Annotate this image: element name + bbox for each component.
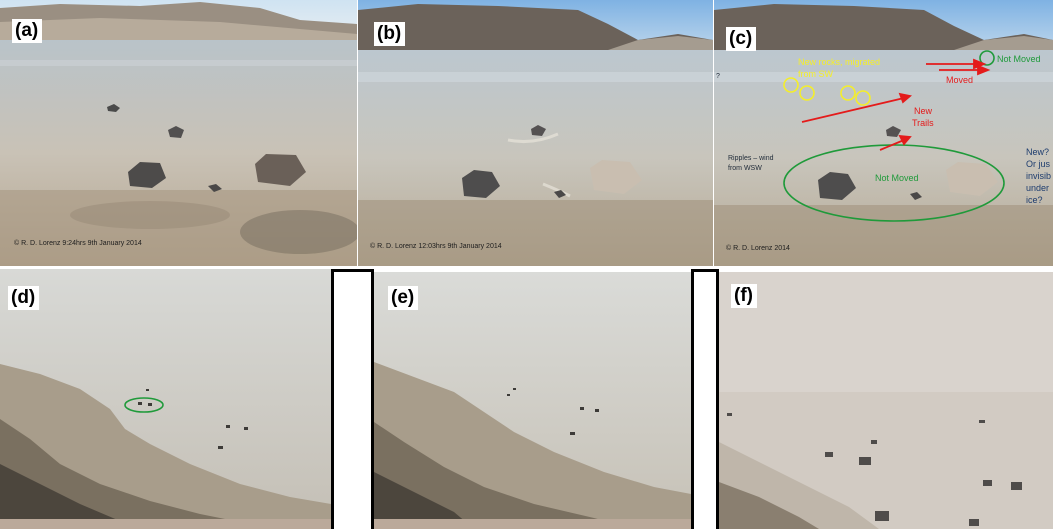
rock [570,432,575,435]
panel-label: (a) [12,19,43,43]
photo-e-scene [374,272,691,529]
rock [531,125,546,136]
rock [818,172,856,200]
panel-label: (b) [374,22,406,46]
green-ellipse-marker [124,397,164,413]
rock [148,403,152,406]
annotation-ripples-line2: from WSW [728,165,762,172]
rock [208,184,222,192]
rock [507,394,510,396]
rock [226,425,230,428]
rock [255,154,306,186]
panel-label: (c) [726,27,757,51]
rock [462,170,500,198]
panel-divider [716,269,719,529]
annotation-new-trails: New [914,106,933,116]
panel-label: (d) [8,286,40,310]
rock [554,190,566,198]
rock [590,160,642,194]
rock [859,457,871,465]
rock [128,162,166,188]
rock [580,407,584,410]
annotation-ripples: Ripples – wind [728,155,774,162]
rock [825,452,833,457]
annotation-question-mark: ? [716,73,720,80]
panel-label: (e) [388,286,419,310]
photo-d-scene [0,269,331,529]
copyright-text: © R. D. Lorenz 2014 [726,245,790,252]
photo-f-scene [719,272,1053,529]
panel-label: (f) [731,284,757,308]
panel-divider [691,269,694,529]
annotation-moved: Moved [946,75,974,85]
annotation-new-rocks: New rocks, migrated [798,57,881,67]
photo-panel-e: (e) [374,272,691,529]
rock [1011,482,1022,490]
panel-divider [371,269,374,529]
annotation-not-moved-center: Not Moved [875,173,919,183]
rock [983,480,992,486]
annotation-new-trails-line2: Trails [912,118,934,128]
rock [871,440,877,444]
rock [979,420,985,423]
photo-b-scene [358,0,713,266]
rock [513,388,516,390]
green-circle-marker [979,50,995,66]
rock [727,413,732,416]
annotation-new-question-line1: New? [1026,147,1050,157]
rock [138,402,142,405]
photo-c-scene [714,0,1053,266]
rock [168,126,184,138]
rock [969,519,979,526]
rock [218,446,223,449]
yellow-circle-marker [840,85,856,101]
annotation-new-question-line5: ice? [1026,195,1043,205]
annotation-new-question: New? Or jus invisib under ice? [1026,146,1053,206]
photo-panel-d: (d) [0,269,331,529]
copyright-text: © R. D. Lorenz 12:03hrs 9th January 2014 [370,243,502,250]
rock [946,162,998,196]
annotation-new-question-line2: Or jus [1026,159,1051,169]
annotation-new-question-line3: invisib [1026,171,1052,181]
red-arrows [801,58,991,151]
photo-panel-a: (a) © R. D. Lorenz 9:24hrs 9th January 2… [0,0,357,266]
yellow-circle-marker [783,77,799,93]
rock [886,126,901,137]
rock [595,409,599,412]
photo-panel-c: (c) ? New rocks, migrated from SW Moved … [714,0,1053,266]
photo-panel-f: (f) [719,272,1053,529]
annotation-new-question-line4: under [1026,183,1050,193]
rock [910,192,922,200]
photo-panel-b: (b) © R. D. Lorenz 12:03hrs 9th January … [358,0,713,266]
photo-a-scene [0,0,357,266]
rock [146,389,149,391]
panel-divider [331,269,374,272]
rock [107,104,120,112]
annotation-new-rocks-line2: from SW [798,69,833,79]
yellow-circle-marker [855,90,871,106]
panel-divider [331,269,334,529]
rock [244,427,248,430]
rock [875,511,889,521]
copyright-text: © R. D. Lorenz 9:24hrs 9th January 2014 [14,240,142,247]
panel-divider [691,269,719,272]
yellow-circle-marker [799,85,815,101]
annotation-not-moved-top: Not Moved [997,54,1041,64]
